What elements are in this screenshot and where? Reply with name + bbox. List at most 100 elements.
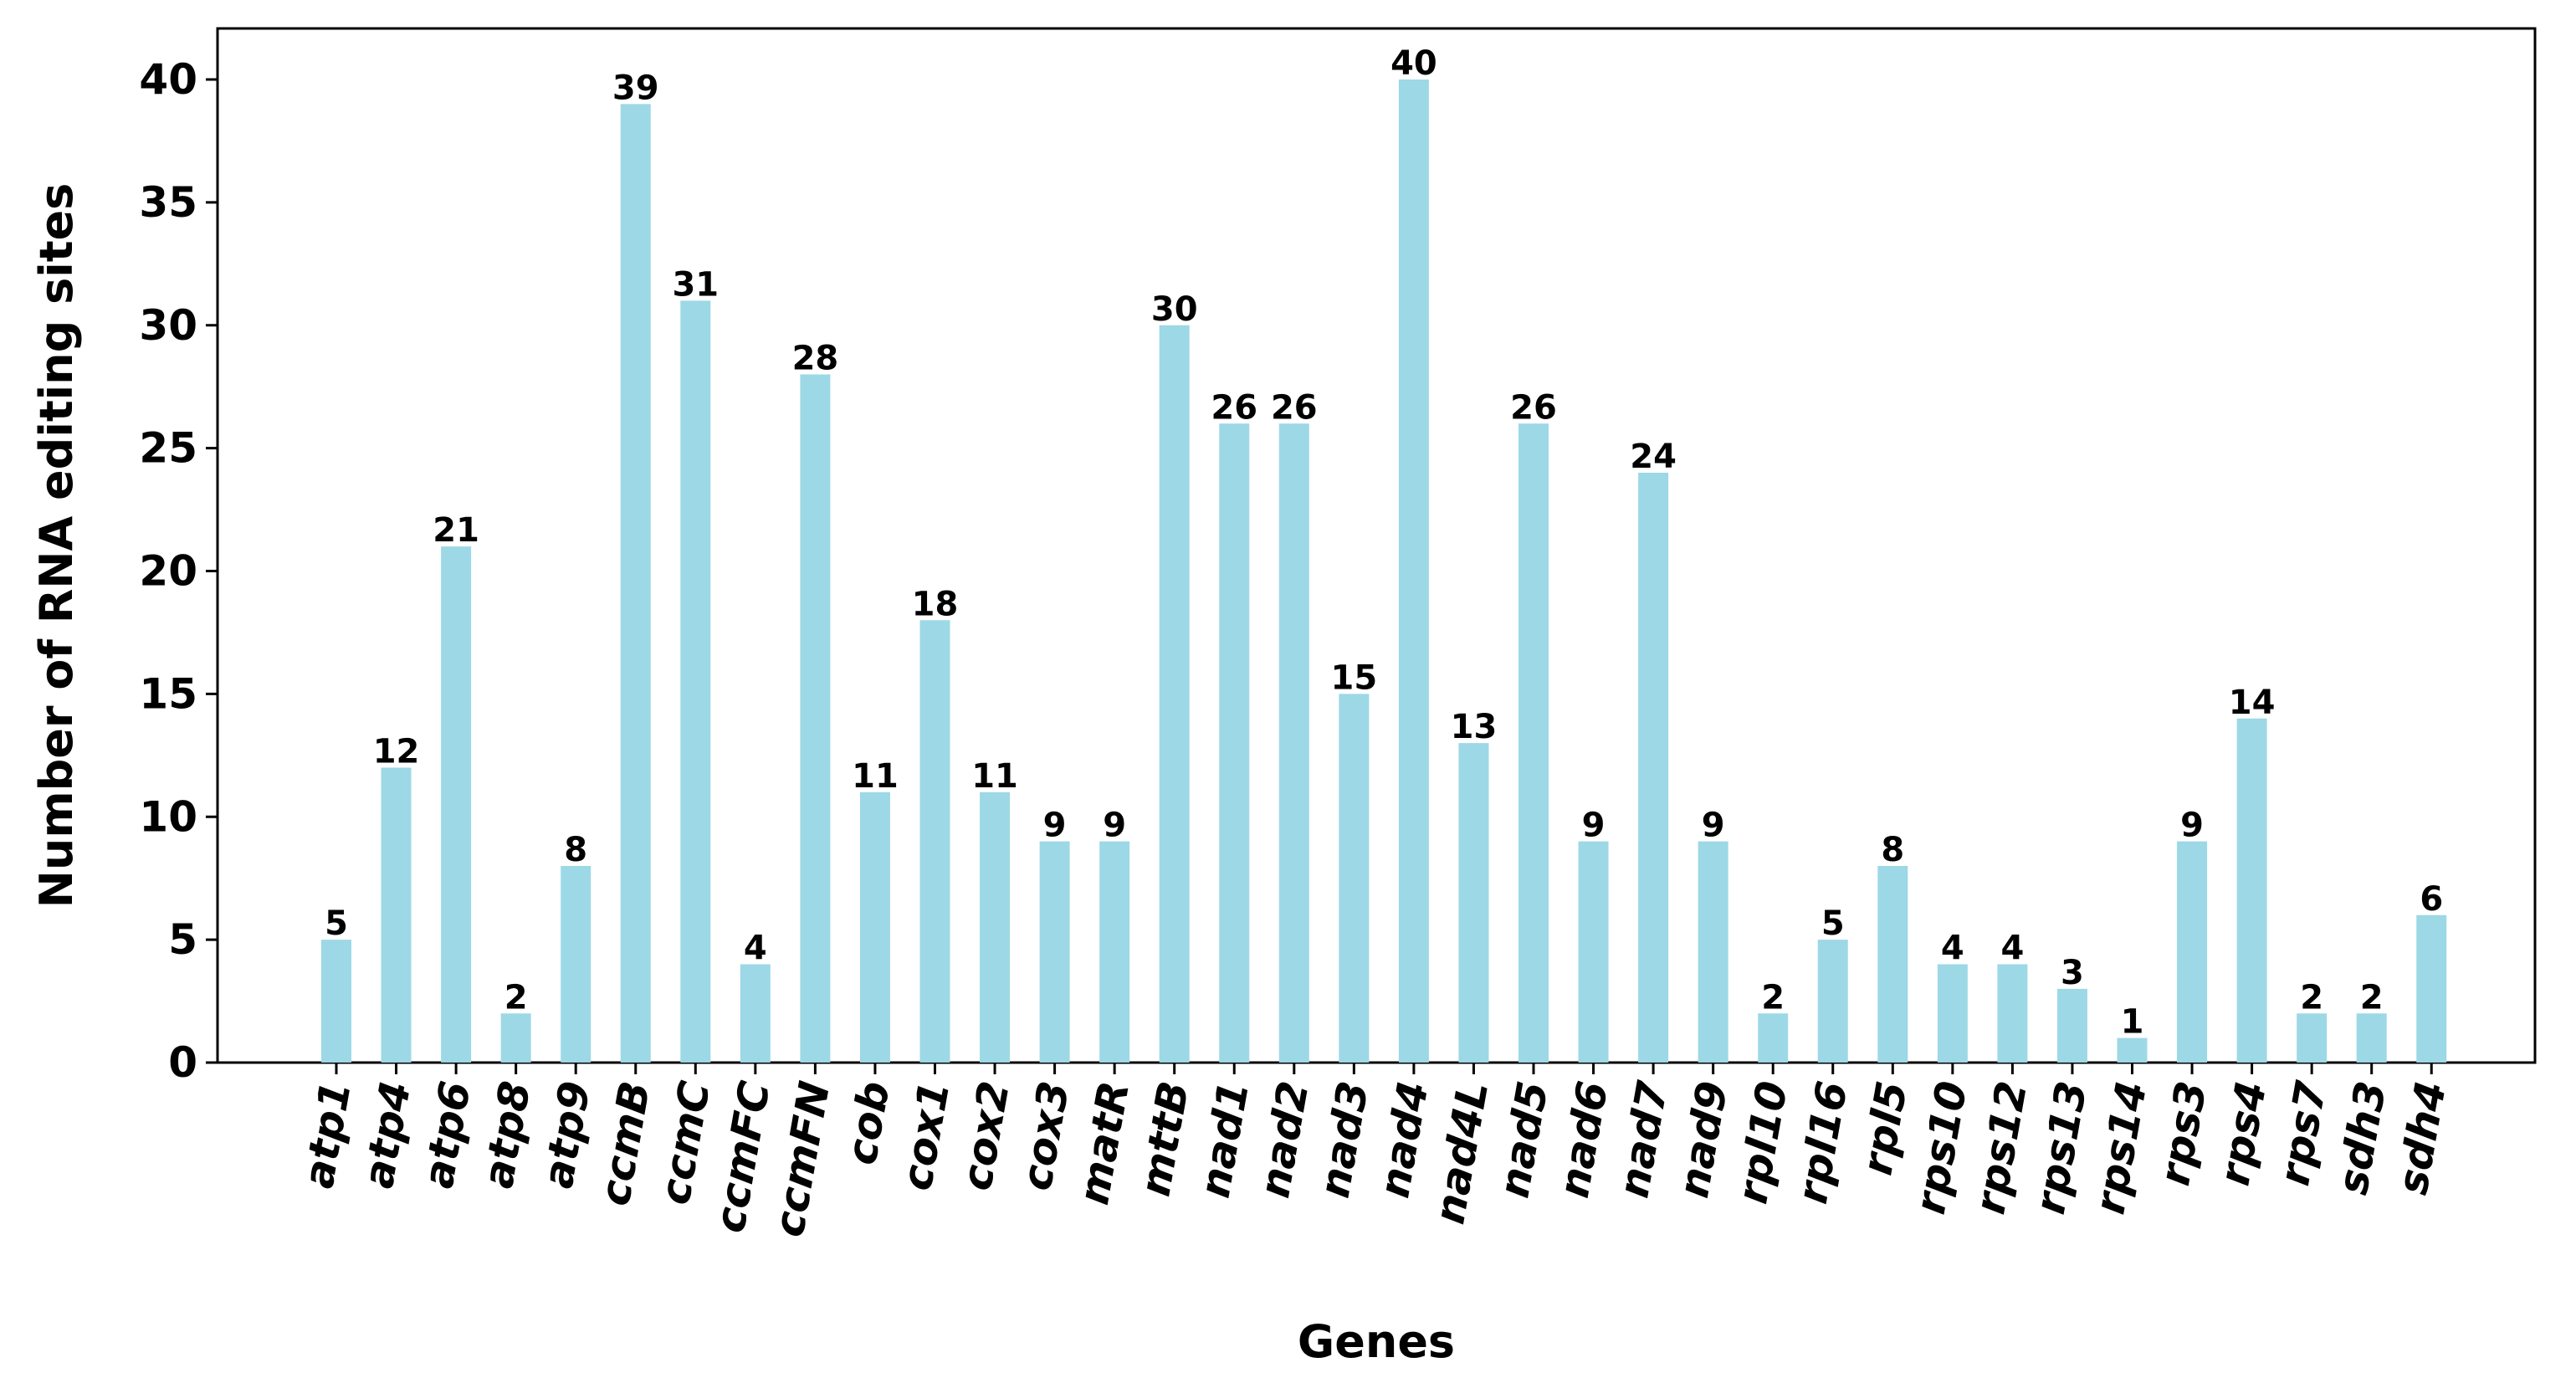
data-label-nad4: 40 bbox=[1390, 44, 1437, 83]
x-tick-label-rpl5: rpl5 bbox=[1852, 1078, 1917, 1179]
bar-nad1 bbox=[1219, 423, 1250, 1063]
x-tick-label-atp6: atp6 bbox=[414, 1078, 480, 1191]
y-tick-label: 20 bbox=[139, 547, 197, 596]
bar-atp4 bbox=[381, 767, 412, 1063]
bar-ccmB bbox=[620, 104, 651, 1063]
bar-atp9 bbox=[561, 866, 592, 1063]
x-tick-label-sdh3: sdh3 bbox=[2328, 1078, 2396, 1198]
y-tick-label: 30 bbox=[139, 301, 197, 350]
bar-nad2 bbox=[1278, 423, 1309, 1063]
bar-nad7 bbox=[1638, 473, 1669, 1063]
data-label-nad7: 24 bbox=[1630, 438, 1677, 476]
x-tick-label-matR: matR bbox=[1069, 1078, 1139, 1208]
x-tick-label-nad5: nad5 bbox=[1489, 1078, 1557, 1201]
data-label-nad2: 26 bbox=[1271, 388, 1318, 427]
bar-nad5 bbox=[1518, 423, 1549, 1063]
x-tick-label-cob: cob bbox=[837, 1078, 899, 1168]
bar-nad4 bbox=[1398, 79, 1429, 1063]
bar-nad9 bbox=[1698, 841, 1728, 1063]
bar-rpl5 bbox=[1877, 866, 1908, 1063]
x-tick-label-ccmC: ccmC bbox=[650, 1078, 720, 1208]
bar-rps13 bbox=[2056, 988, 2087, 1063]
bar-ccmFN bbox=[800, 374, 831, 1063]
data-label-ccmB: 39 bbox=[612, 69, 659, 107]
data-label-nad3: 15 bbox=[1331, 658, 1378, 697]
y-tick-label: 25 bbox=[139, 424, 197, 473]
x-tick-label-atp9: atp9 bbox=[534, 1078, 600, 1191]
y-tick-label: 10 bbox=[139, 792, 197, 841]
bar-matR bbox=[1099, 841, 1130, 1063]
x-tick-label-rpl16: rpl16 bbox=[1788, 1078, 1857, 1207]
data-label-rps4: 14 bbox=[2229, 684, 2276, 722]
bar-rps14 bbox=[2117, 1037, 2148, 1063]
x-tick-label-nad7: nad7 bbox=[1610, 1078, 1677, 1201]
plot-frame bbox=[216, 27, 2537, 1064]
data-label-nad9: 9 bbox=[1702, 807, 1725, 845]
x-tick-label-rps10: rps10 bbox=[1906, 1078, 1977, 1217]
x-tick-label-atp4: atp4 bbox=[354, 1078, 420, 1191]
data-label-rpl10: 2 bbox=[1761, 978, 1785, 1017]
x-tick-label-ccmB: ccmB bbox=[590, 1078, 659, 1209]
data-label-atp9: 8 bbox=[564, 831, 587, 869]
bar-nad3 bbox=[1339, 694, 1370, 1063]
bar-nad6 bbox=[1578, 841, 1609, 1063]
x-tick-label-rps12: rps12 bbox=[1965, 1078, 2036, 1217]
y-axis-ticks: 0 5 10 15 20 25 30 35 40 bbox=[139, 55, 218, 1087]
y-tick-label: 0 bbox=[168, 1038, 197, 1087]
bar-nad4L bbox=[1458, 743, 1489, 1063]
bar-rps4 bbox=[2236, 718, 2267, 1063]
data-label-nad1: 26 bbox=[1211, 388, 1257, 427]
data-label-atp6: 21 bbox=[433, 511, 479, 550]
bar-atp1 bbox=[321, 940, 351, 1063]
data-label-ccmC: 31 bbox=[672, 265, 719, 304]
data-label-sdh3: 2 bbox=[2360, 978, 2384, 1017]
bar-cox3 bbox=[1039, 841, 1070, 1063]
data-label-atp8: 2 bbox=[504, 978, 528, 1017]
bar-ccmFC bbox=[740, 964, 771, 1063]
data-label-rps13: 3 bbox=[2061, 954, 2084, 992]
data-label-cox3: 9 bbox=[1043, 807, 1067, 845]
data-label-atp1: 5 bbox=[325, 904, 348, 943]
x-tick-label-cox3: cox3 bbox=[1012, 1078, 1079, 1194]
bar-ccmC bbox=[680, 300, 711, 1063]
data-label-mttB: 30 bbox=[1151, 290, 1198, 329]
x-tick-label-atp8: atp8 bbox=[474, 1078, 540, 1191]
data-label-sdh4: 6 bbox=[2420, 880, 2443, 919]
bar-rpl16 bbox=[1817, 940, 1848, 1063]
x-tick-label-nad9: nad9 bbox=[1669, 1078, 1737, 1201]
x-tick-label-rpl10: rpl10 bbox=[1728, 1078, 1797, 1207]
x-axis-title: Genes bbox=[1298, 1315, 1455, 1368]
x-tick-label-sdh4: sdh4 bbox=[2388, 1078, 2456, 1198]
data-label-cox2: 11 bbox=[971, 757, 1018, 796]
data-label-rpl16: 5 bbox=[1821, 904, 1845, 943]
data-label-rps10: 4 bbox=[1941, 930, 1964, 968]
data-label-cob: 11 bbox=[852, 757, 899, 796]
x-tick-label-nad4L: nad4L bbox=[1425, 1078, 1498, 1227]
bar-rps7 bbox=[2297, 1013, 2328, 1063]
y-tick-label: 35 bbox=[139, 178, 197, 227]
bar-sdh3 bbox=[2356, 1013, 2387, 1063]
x-tick-label-nad2: nad2 bbox=[1250, 1078, 1318, 1201]
x-tick-label-nad4: nad4 bbox=[1370, 1078, 1437, 1201]
data-label-rps3: 9 bbox=[2180, 807, 2204, 845]
y-tick-label: 15 bbox=[139, 669, 197, 718]
bar-rps3 bbox=[2177, 841, 2208, 1063]
x-tick-label-rps13: rps13 bbox=[2025, 1078, 2097, 1217]
x-tick-label-nad3: nad3 bbox=[1310, 1078, 1378, 1201]
data-label-nad4L: 13 bbox=[1451, 708, 1498, 746]
y-tick-label: 5 bbox=[168, 915, 197, 964]
x-axis-ticks: atp1atp4atp6atp8atp9ccmBccmCccmFCccmFNco… bbox=[294, 1063, 2456, 1241]
bar-mttB bbox=[1159, 325, 1190, 1063]
data-label-cox1: 18 bbox=[912, 585, 959, 623]
bar-cob bbox=[859, 791, 890, 1063]
data-label-rps14: 1 bbox=[2121, 1003, 2144, 1042]
bar-atp6 bbox=[441, 546, 472, 1063]
x-tick-label-nad1: nad1 bbox=[1191, 1078, 1258, 1201]
bar-cox1 bbox=[919, 620, 950, 1063]
data-label-rps12: 4 bbox=[2000, 930, 2024, 968]
x-tick-label-atp1: atp1 bbox=[294, 1078, 360, 1191]
x-tick-label-rps3: rps3 bbox=[2150, 1078, 2216, 1189]
